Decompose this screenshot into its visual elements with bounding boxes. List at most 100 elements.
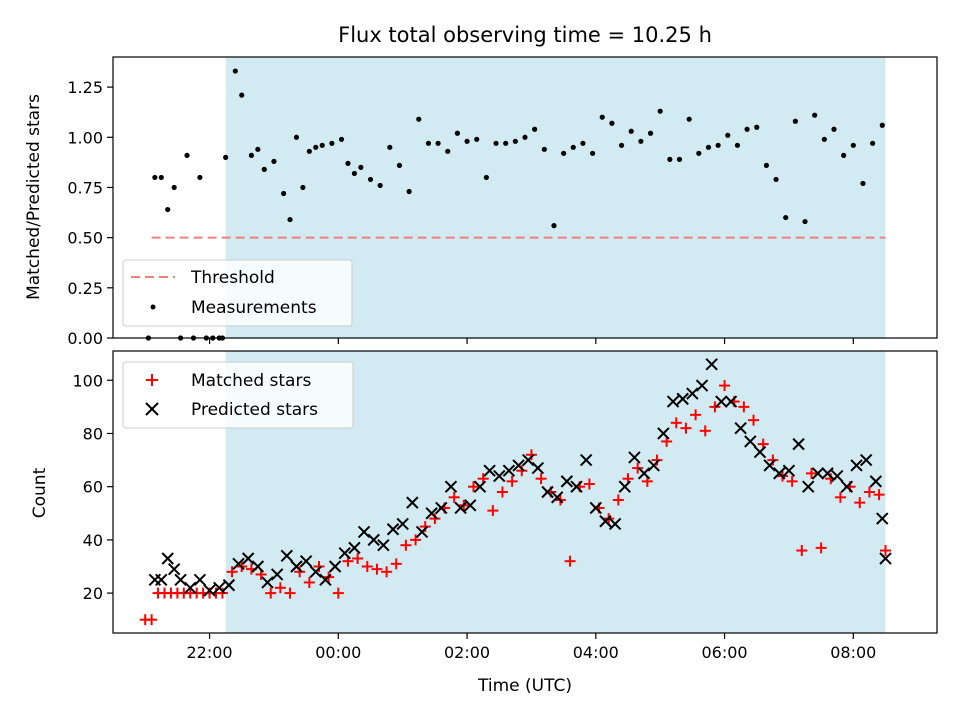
matched-star-point bbox=[815, 542, 827, 554]
legend-predicted-swatch bbox=[145, 402, 159, 416]
measurement-point bbox=[841, 152, 847, 158]
measurement-point bbox=[618, 142, 625, 148]
measurement-point bbox=[474, 136, 480, 142]
x-tick-label: 02:00 bbox=[444, 643, 490, 662]
predicted-star-point bbox=[560, 475, 574, 488]
predicted-star-point bbox=[831, 469, 844, 483]
predicted-star-point bbox=[695, 379, 709, 392]
predicted-star-point bbox=[193, 573, 207, 586]
matched-star-point bbox=[796, 545, 808, 557]
matched-star-point bbox=[371, 563, 383, 575]
predicted-star-point bbox=[357, 525, 371, 539]
predicted-star-point bbox=[386, 523, 400, 536]
chart-title: Flux total observing time = 10.25 h bbox=[338, 23, 712, 47]
x-tick-label: 06:00 bbox=[702, 643, 748, 662]
predicted-star-point bbox=[531, 461, 545, 475]
measurement-point bbox=[345, 160, 351, 166]
legend-matched-label: Matched stars bbox=[191, 371, 311, 391]
predicted-star-point bbox=[869, 475, 883, 488]
measurement-point bbox=[152, 174, 158, 181]
measurement-point bbox=[387, 144, 393, 150]
matched-star-point bbox=[468, 481, 479, 493]
predicted-star-point bbox=[618, 480, 631, 493]
predicted-star-point bbox=[415, 525, 429, 539]
predicted-star-point bbox=[167, 562, 181, 576]
measurement-point bbox=[223, 154, 229, 160]
legend-measurements-label: Measurements bbox=[191, 298, 317, 318]
bottom-y-ticks: 20 40 60 80 100 bbox=[72, 371, 113, 603]
measurement-point bbox=[754, 124, 760, 130]
matched-star-point bbox=[651, 454, 663, 466]
predicted-star-point bbox=[686, 387, 699, 400]
measurement-point bbox=[425, 140, 432, 146]
top-ylabel: Matched/Predicted stars bbox=[24, 94, 44, 300]
measurement-point bbox=[232, 68, 238, 74]
predicted-star-point bbox=[589, 501, 603, 515]
measurement-point bbox=[338, 136, 345, 142]
predicted-star-point bbox=[744, 435, 757, 448]
matched-star-point bbox=[699, 425, 711, 437]
measurement-point bbox=[493, 140, 499, 146]
predicted-star-point bbox=[599, 515, 612, 528]
matched-star-point bbox=[880, 545, 891, 557]
top-axes-frame bbox=[112, 56, 938, 339]
matched-star-point bbox=[381, 566, 393, 578]
measurement-point bbox=[313, 144, 319, 150]
matched-star-point bbox=[834, 491, 846, 503]
matched-star-point bbox=[294, 566, 306, 578]
measurement-point bbox=[647, 130, 654, 136]
measurement-point bbox=[293, 134, 300, 140]
measurement-point bbox=[406, 188, 412, 195]
measurement-point bbox=[158, 174, 164, 181]
measurement-point bbox=[802, 218, 808, 225]
measurement-point bbox=[503, 140, 509, 146]
predicted-star-point bbox=[676, 392, 689, 406]
bottom-legend: Matched stars Predicted stars bbox=[122, 361, 354, 429]
predicted-star-point bbox=[174, 573, 187, 586]
measurement-point bbox=[831, 126, 837, 132]
matched-star-point bbox=[390, 558, 402, 570]
matched-star-point bbox=[419, 521, 431, 533]
predicted-star-point bbox=[773, 467, 786, 480]
matched-star-point bbox=[805, 467, 817, 479]
predicted-star-point bbox=[222, 578, 236, 592]
measurement-point bbox=[532, 126, 538, 132]
measurement-point bbox=[522, 134, 528, 140]
predicted-star-point bbox=[705, 358, 718, 371]
measurement-point bbox=[589, 150, 596, 156]
measurement-point bbox=[783, 214, 789, 221]
legend-measurements-swatch bbox=[150, 304, 156, 310]
predicted-star-point bbox=[550, 491, 564, 504]
measurement-point bbox=[416, 116, 422, 122]
predicted-star-point bbox=[879, 552, 892, 565]
measurement-point bbox=[686, 116, 692, 122]
predicted-star-point bbox=[309, 565, 322, 579]
measurement-point bbox=[860, 180, 866, 187]
matched-star-point bbox=[670, 417, 682, 429]
predicted-star-point bbox=[203, 584, 216, 597]
measurement-point bbox=[184, 152, 190, 158]
matched-star-point bbox=[719, 380, 731, 392]
matched-star-point bbox=[690, 409, 702, 421]
measurement-point bbox=[870, 140, 876, 146]
top-x-ticks bbox=[208, 338, 854, 344]
matched-star-point bbox=[429, 513, 441, 525]
predicted-star-point bbox=[328, 560, 342, 573]
y-tick-label: 60 bbox=[83, 478, 103, 497]
measurement-point bbox=[445, 148, 451, 154]
measurement-point bbox=[197, 174, 203, 181]
measurement-point bbox=[541, 146, 547, 152]
predicted-star-point bbox=[502, 464, 516, 477]
predicted-star-point bbox=[840, 480, 854, 493]
predicted-star-point bbox=[628, 451, 641, 464]
predicted-star-point bbox=[367, 533, 380, 547]
matched-star-point bbox=[284, 587, 296, 599]
top-legend: Threshold Measurements bbox=[122, 259, 353, 327]
predicted-star-point bbox=[763, 459, 776, 472]
matched-star-point bbox=[873, 489, 885, 501]
predicted-star-point bbox=[715, 395, 728, 408]
bottom-panel: 20 40 60 80 100 22:00 00:00 02:00 04:00 06:00 08:… bbox=[30, 350, 938, 696]
matched-star-point bbox=[274, 582, 286, 594]
matched-star-point bbox=[226, 566, 238, 578]
